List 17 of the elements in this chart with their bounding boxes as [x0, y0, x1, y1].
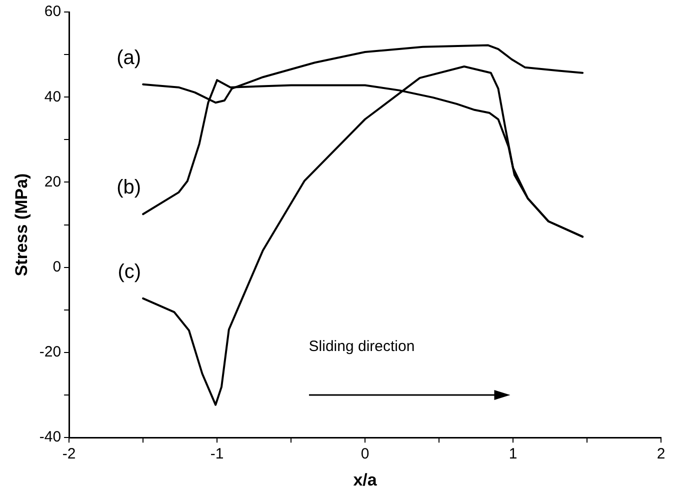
x-tick-label: 1	[508, 446, 518, 463]
y-tick-label: 40	[44, 88, 62, 106]
annotation: Sliding direction	[308, 338, 415, 355]
y-tick-label: -40	[39, 428, 62, 446]
x-tick-label: 0	[360, 446, 370, 463]
series-label: (a)	[116, 46, 142, 69]
x-axis-title: x/a	[353, 470, 378, 490]
series-label: (b)	[116, 176, 142, 199]
series-label: (c)	[118, 260, 142, 283]
x-tick-label: -2	[62, 446, 76, 463]
y-tick-label: 60	[44, 3, 62, 20]
x-tick-label: 2	[656, 446, 666, 463]
y-tick-label: 20	[44, 173, 62, 190]
y-axis-title: Stress (MPa)	[12, 173, 31, 276]
y-tick-label: -20	[39, 344, 62, 361]
y-tick-label: 0	[52, 258, 62, 276]
x-tick-label: -1	[210, 446, 224, 463]
